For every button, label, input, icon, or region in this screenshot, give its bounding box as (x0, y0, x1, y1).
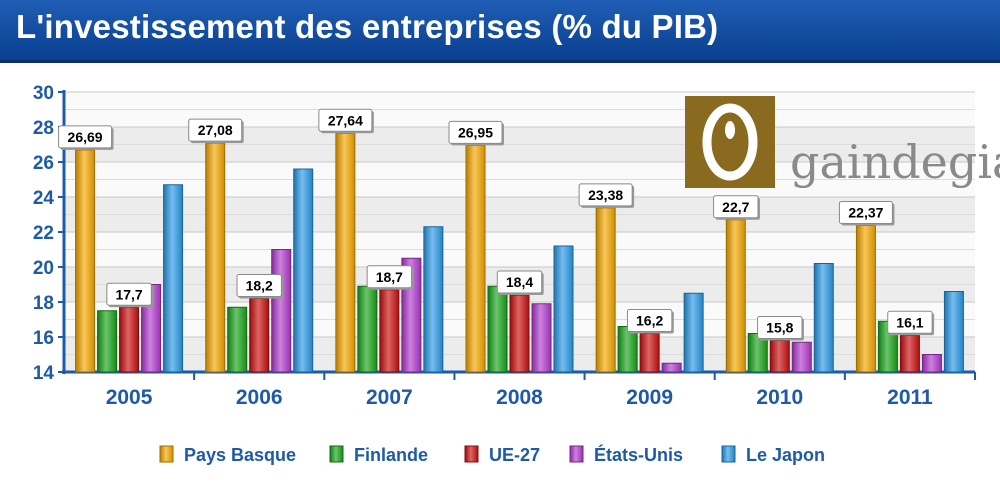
bar-2011-0 (855, 225, 876, 373)
data-label-box (366, 265, 413, 289)
logo-dot (725, 121, 735, 139)
bar-2010-0 (725, 219, 746, 373)
bar-2005-1 (97, 310, 118, 373)
data-label: 16,2 (636, 313, 663, 329)
data-label: 18,4 (506, 274, 533, 290)
data-label-box (188, 118, 243, 142)
legend-swatch (159, 445, 174, 463)
data-label: 15,8 (766, 320, 793, 336)
data-label-box (106, 282, 152, 306)
bar-2007-2 (379, 289, 400, 373)
data-label-box (236, 274, 282, 297)
bar-2009-2 (639, 333, 660, 373)
data-label: 22,37 (848, 205, 883, 221)
data-label: 26,95 (458, 124, 493, 140)
logo-text: gaindegia (790, 135, 1000, 189)
bar-2006-1 (227, 306, 248, 373)
y-tick-label: 20 (33, 258, 54, 279)
bar-2008-2 (509, 294, 530, 373)
bar-2009-0 (595, 207, 616, 373)
bar-2009-3 (661, 362, 682, 373)
bar-2006-0 (205, 142, 226, 373)
data-label: 18,2 (246, 278, 273, 294)
bar-2007-0 (335, 132, 356, 373)
y-tick-label: 30 (33, 83, 54, 104)
legend-swatch (569, 445, 584, 463)
y-tick-label: 24 (33, 188, 55, 209)
data-label-box (887, 310, 933, 334)
y-tick-label: 28 (33, 118, 54, 139)
data-label: 17,7 (115, 286, 142, 302)
data-label: 22,7 (722, 199, 749, 215)
legend-label: UE-27 (489, 445, 540, 465)
bar-2008-3 (531, 303, 552, 373)
bar-2006-4 (293, 168, 314, 373)
data-label: 27,64 (328, 112, 363, 128)
data-label-box (757, 316, 803, 339)
x-tick-label: 2005 (106, 386, 153, 409)
gaindegia-logo: gaindegia (685, 96, 1000, 189)
data-labels: 26,69 17,7 27,08 18,2 27,64 18,7 26,95 18,4 23,3… (58, 108, 935, 341)
chart-title: L'investissement des entreprises (% du P… (16, 8, 719, 45)
x-tick-label: 2007 (366, 386, 413, 409)
bar-2008-1 (487, 285, 508, 373)
bar-2009-4 (683, 292, 704, 373)
data-label: 23,38 (588, 187, 623, 203)
data-label: 27,08 (198, 122, 233, 138)
bar-2010-2 (769, 340, 790, 373)
bar-2011-3 (921, 354, 942, 373)
x-tick-label: 2006 (236, 386, 283, 409)
bar-2005-4 (163, 184, 184, 373)
data-label-box (838, 201, 893, 225)
legend-label: États-Unis (594, 444, 683, 465)
bar-2010-3 (791, 341, 812, 373)
legend-swatch (464, 445, 479, 463)
legend-swatch (329, 445, 344, 463)
data-label-box (318, 108, 373, 132)
bar-2010-4 (813, 263, 834, 373)
data-label-box (448, 120, 503, 144)
y-tick-label: 26 (33, 153, 54, 174)
bar-2008-0 (465, 144, 486, 373)
x-tick-label: 2010 (756, 386, 803, 409)
bar-2007-4 (423, 226, 444, 373)
data-label-box (713, 195, 759, 219)
y-tick-label: 22 (33, 223, 54, 244)
legend: Pays Basque Finlande UE-27 États-Unis Le Jap… (159, 444, 825, 465)
x-tick-label: 2011 (887, 386, 933, 409)
data-label-box (58, 125, 113, 149)
bar-2007-1 (357, 285, 378, 373)
bar-2005-2 (119, 306, 140, 373)
y-tick-label: 14 (33, 363, 55, 384)
bar-2011-4 (943, 291, 964, 373)
data-label: 18,7 (376, 269, 403, 285)
legend-swatch (721, 445, 736, 463)
bar-2005-0 (75, 149, 96, 373)
bar-2008-4 (553, 245, 574, 373)
data-label: 26,69 (68, 129, 103, 145)
y-tick-label: 18 (33, 293, 54, 314)
data-label: 16,1 (896, 314, 923, 330)
bar-2006-2 (249, 298, 270, 373)
data-label-box (578, 183, 633, 207)
data-label-box (626, 309, 673, 332)
chart-header: L'investissement des entreprises (% du P… (0, 0, 1000, 63)
x-tick-label: 2008 (496, 386, 543, 409)
y-tick-label: 16 (33, 328, 54, 349)
logo-ring (702, 103, 758, 181)
legend-label: Finlande (354, 445, 428, 465)
bar-2011-2 (899, 334, 920, 373)
data-label-box (496, 270, 543, 294)
legend-label: Le Japon (746, 445, 825, 465)
legend-label: Pays Basque (184, 445, 296, 465)
x-tick-label: 2009 (626, 386, 673, 409)
bar-2006-3 (271, 249, 292, 373)
